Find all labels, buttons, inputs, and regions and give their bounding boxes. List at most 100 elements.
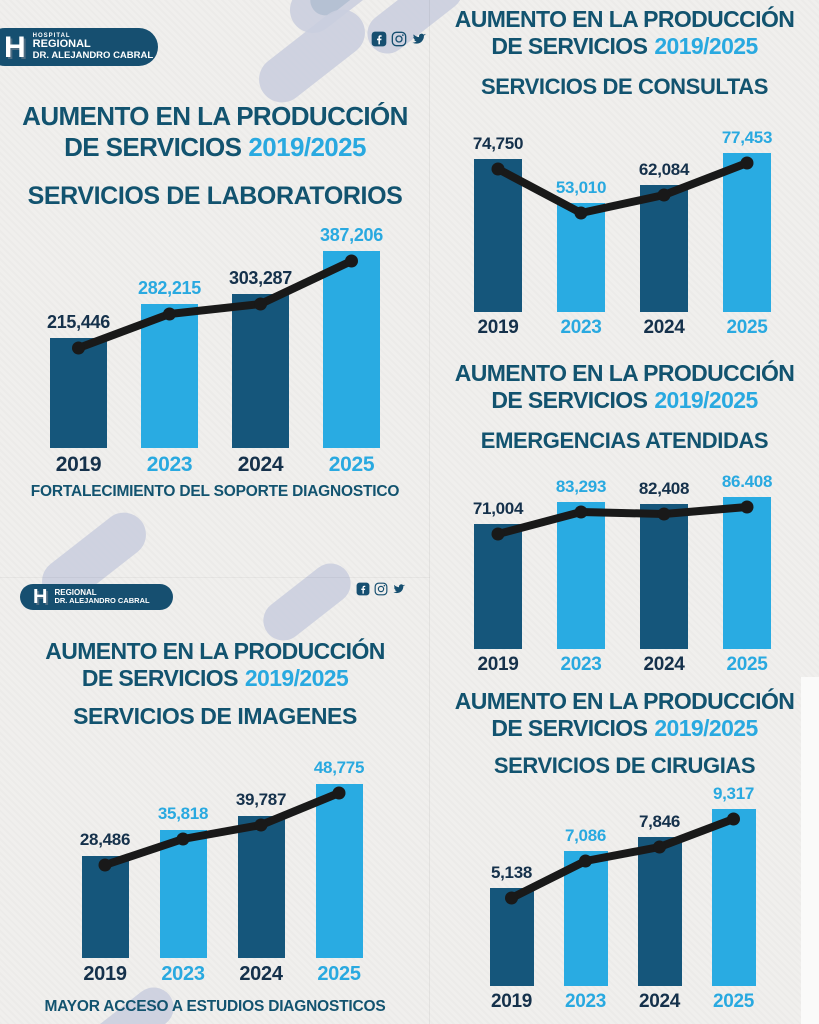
title-line1: AUMENTO EN LA PRODUCCIÓN [454, 6, 795, 32]
title-line1: AUMENTO EN LA PRODUCCIÓN [454, 360, 795, 386]
bar [489, 888, 534, 986]
title-line2: DE SERVICIOS 2019/2025 [64, 131, 366, 162]
chart-column: 53,010 2023 [556, 178, 607, 338]
chart-column: 82,408 2024 [639, 479, 690, 674]
twitter-icon[interactable] [411, 31, 427, 47]
bar [711, 809, 756, 986]
year-label: 2025 [712, 991, 755, 1012]
chart-column: 7,086 2023 [563, 826, 608, 1012]
chart-column: 86.408 2025 [722, 472, 773, 674]
logo-hospital-label: HOSPITAL [32, 32, 71, 39]
facebook-icon[interactable] [371, 31, 387, 47]
panel-consultas: AUMENTO EN LA PRODUCCIÓN DE SERVICIOS 201… [430, 0, 819, 352]
bar [640, 185, 688, 312]
chart-subtitle: SERVICIOS DE CONSULTAS [480, 74, 769, 99]
hospital-logo: H HOSPITAL REGIONAL DR. ALEJANDRO CABRAL [0, 28, 158, 66]
title-line2: DE SERVICIOS 2019/2025 [81, 665, 349, 692]
chart-column: 83,293 2023 [556, 477, 607, 675]
bar-chart-emergencias: 71,004 2019 83,293 2023 82,408 2024 86.408 2025 [445, 470, 800, 674]
chart-column: 62,084 2024 [639, 160, 690, 338]
year-label: 2025 [328, 453, 375, 476]
twitter-icon[interactable] [392, 582, 406, 596]
chart-subtitle: EMERGENCIAS ATENDIDAS [480, 428, 769, 453]
chart-column: 48,775 2025 [314, 758, 365, 984]
title-line2: DE SERVICIOS 2019/2025 [491, 33, 758, 60]
bar-value-label: 83,293 [555, 477, 607, 496]
bar [563, 851, 608, 986]
panel-title: AUMENTO EN LA PRODUCCIÓN DE SERVICIOS 201… [430, 688, 819, 742]
bar-value-label: 7,086 [564, 826, 607, 845]
year-label: 2023 [161, 963, 205, 985]
logo-name-line1: REGIONAL [32, 38, 91, 51]
bar [637, 837, 682, 986]
logo-h-letter: H [33, 586, 48, 608]
chart-column: 74,750 2019 [473, 134, 524, 338]
chart-subtitle: SERVICIOS DE LABORATORIOS [27, 182, 403, 210]
year-label: 2023 [146, 453, 193, 476]
year-label: 2023 [560, 317, 602, 338]
bar-value-label: 7,846 [638, 812, 681, 831]
bar-value-label: 5,138 [490, 863, 533, 882]
panel-imagenes: H REGIONAL DR. ALEJANDRO CABRAL AUMENTO … [0, 578, 430, 1024]
bar [323, 251, 380, 448]
bar [50, 338, 107, 448]
bar-value-label: 74,750 [472, 134, 524, 153]
bar-value-label: 9,317 [712, 784, 755, 803]
bar [723, 153, 771, 312]
bar-chart-imagenes: 28,486 2019 35,818 2023 39,787 2024 48,775 2025 [32, 746, 412, 984]
chart-column: 77,453 2025 [722, 128, 773, 338]
chart-column: 28,486 2019 [80, 830, 131, 985]
bar [557, 502, 605, 649]
period-accent: 2019/2025 [654, 387, 758, 414]
chart-column: 5,138 2019 [489, 863, 534, 1012]
instagram-icon[interactable] [374, 582, 388, 596]
bar [141, 304, 198, 448]
bar-chart-laboratorios: 215,446 2019 282,215 2023 303,287 2024 387,206… [25, 215, 405, 475]
year-label: 2024 [237, 453, 284, 476]
bar-value-label: 77,453 [721, 128, 773, 147]
chart-caption: FORTALECIMIENTO DEL SOPORTE DIAGNOSTICO [30, 483, 400, 500]
year-label: 2019 [55, 453, 102, 476]
bar [723, 497, 771, 649]
bar-value-label: 282,215 [138, 278, 201, 298]
year-label: 2023 [564, 991, 607, 1012]
year-label: 2019 [83, 963, 127, 985]
chart-column: 39,787 2024 [236, 790, 287, 985]
bar [557, 203, 605, 312]
logo-name-line2: DR. ALEJANDRO CABRAL [54, 596, 150, 606]
bar [315, 784, 363, 958]
year-label: 2024 [643, 317, 685, 338]
year-label: 2024 [638, 991, 681, 1012]
chart-column: 215,446 2019 [47, 312, 110, 476]
chart-column: 7,846 2024 [637, 812, 682, 1012]
year-label: 2025 [726, 317, 768, 338]
chart-subtitle: SERVICIOS DE CIRUGIAS [493, 753, 756, 778]
panel-title: AUMENTO EN LA PRODUCCIÓN DE SERVICIOS 201… [0, 638, 430, 692]
chart-column: 387,206 2025 [320, 225, 383, 476]
chart-column: 71,004 2019 [473, 499, 524, 675]
panel-title: AUMENTO EN LA PRODUCCIÓN DE SERVICIOS 201… [0, 101, 430, 162]
period-accent: 2019/2025 [654, 715, 758, 742]
period-accent: 2019/2025 [654, 33, 758, 60]
bar-value-label: 82,408 [638, 479, 690, 498]
bar [159, 830, 207, 958]
chart-caption: MAYOR ACCESO A ESTUDIOS DIAGNOSTICOS [44, 998, 386, 1015]
year-label: 2019 [490, 991, 533, 1012]
bar-value-label: 53,010 [555, 178, 607, 197]
panel-title: AUMENTO EN LA PRODUCCIÓN DE SERVICIOS 201… [430, 6, 819, 60]
facebook-icon[interactable] [356, 582, 370, 596]
bar-chart-cirugias: 5,138 2019 7,086 2023 7,846 2024 9,317 2025 [445, 784, 800, 1011]
instagram-icon[interactable] [391, 31, 407, 47]
bar-value-label: 28,486 [79, 830, 131, 849]
bar-value-label: 303,287 [229, 268, 292, 288]
year-label: 2019 [477, 317, 519, 338]
bar [232, 294, 289, 448]
title-line1: AUMENTO EN LA PRODUCCIÓN [45, 638, 385, 664]
year-label: 2023 [560, 654, 602, 675]
year-label: 2024 [239, 963, 283, 985]
year-label: 2019 [477, 654, 519, 675]
bar [474, 524, 522, 649]
bar [640, 504, 688, 649]
panel-emergencias: AUMENTO EN LA PRODUCCIÓN DE SERVICIOS 201… [430, 352, 819, 677]
